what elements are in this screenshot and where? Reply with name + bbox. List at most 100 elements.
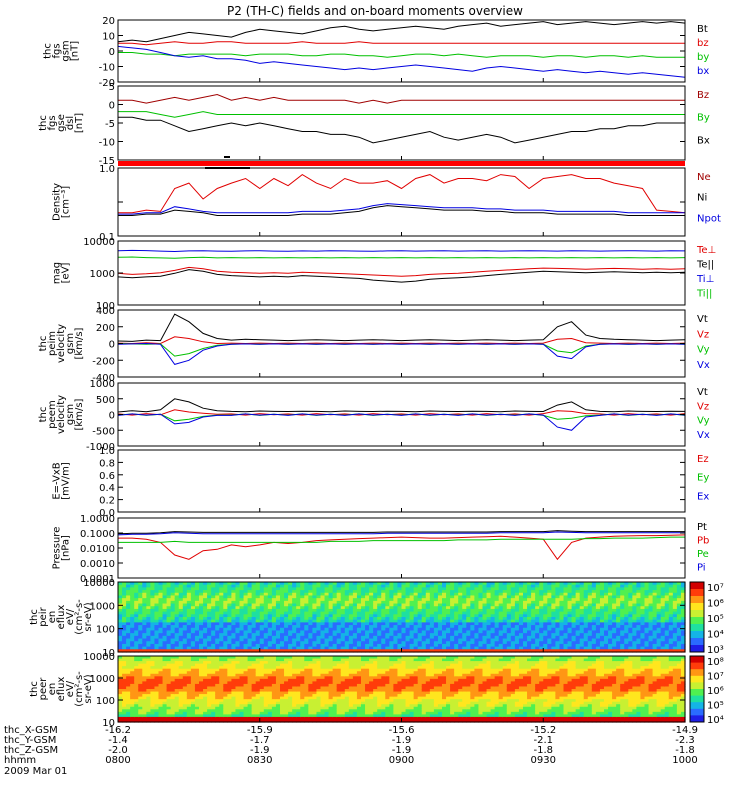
spectrogram-cell — [251, 587, 257, 591]
spectrogram-cell — [442, 630, 447, 634]
spectrogram-cell — [267, 661, 273, 665]
spectrogram-cell — [320, 584, 326, 588]
spectrogram-cell — [267, 671, 273, 675]
spectrogram-cell — [348, 630, 354, 634]
spectrogram-cell — [194, 584, 200, 588]
spectrogram-cell — [648, 649, 654, 653]
panel-frame — [117, 449, 686, 513]
spectrogram-cell — [523, 622, 528, 626]
spectrogram-cell — [166, 686, 172, 690]
spectrogram-cell — [644, 611, 650, 615]
spectrogram-cell — [186, 673, 192, 677]
spectrogram-cell — [381, 608, 386, 613]
spectrogram-cell — [134, 622, 139, 626]
spectrogram-cell — [604, 584, 609, 588]
spectrogram-cell — [393, 587, 399, 591]
spectrogram-cell — [401, 625, 407, 629]
spectrogram-cell — [648, 611, 654, 615]
legend-entry: Pt — [697, 522, 707, 533]
spectrogram-cell — [316, 590, 322, 594]
spectrogram-cell — [324, 598, 330, 602]
spectrogram-cell — [502, 619, 508, 623]
spectrogram-cell — [146, 641, 151, 645]
spectrogram-cell — [239, 598, 245, 602]
spectrogram-cell — [559, 595, 565, 599]
spectrogram-cell — [608, 630, 613, 634]
spectrogram-cell — [263, 678, 269, 682]
spectrogram-cell — [494, 595, 500, 599]
spectrogram-cell — [381, 627, 386, 632]
spectrogram-cell — [170, 714, 176, 718]
spectrogram-cell — [381, 622, 386, 626]
spectrogram-cell — [352, 638, 358, 642]
spectrogram-cell — [636, 582, 642, 586]
spectrogram-cell — [494, 608, 500, 613]
spectrogram-cell — [413, 622, 419, 626]
spectrogram-cell — [377, 635, 382, 640]
spectrogram-cell — [361, 600, 366, 605]
spectrogram-cell — [523, 619, 528, 623]
colorbar-tick-label: 10⁷ — [707, 583, 724, 594]
spectrogram-cell — [486, 592, 492, 597]
spectrogram-cell — [247, 587, 253, 591]
spectrogram-cell — [243, 719, 249, 723]
spectrogram-cell — [575, 587, 581, 591]
spectrogram-cell — [126, 656, 131, 660]
spectrogram-cell — [255, 706, 261, 710]
spectrogram-cell — [275, 666, 281, 670]
spectrogram-cell — [672, 633, 678, 637]
spectrogram-cell — [312, 646, 318, 650]
spectrogram-cell — [389, 625, 394, 629]
spectrogram-cell — [369, 619, 374, 623]
spectrogram-cell — [251, 646, 257, 650]
spectrogram-cell — [587, 619, 593, 623]
spectrogram-cell — [259, 641, 265, 645]
spectrogram-cell — [535, 633, 540, 637]
spectrogram-cell — [474, 630, 480, 634]
spectrogram-cell — [243, 625, 249, 629]
spectrogram-cell — [551, 630, 556, 634]
spectrogram-cell — [563, 649, 569, 653]
spectrogram-cell — [118, 673, 123, 677]
spectrogram-cell — [263, 641, 269, 645]
y-axis-label: [km/s] — [74, 398, 85, 430]
spectrogram-cell — [271, 673, 277, 677]
spectrogram-cell — [211, 638, 216, 642]
spectrogram-cell — [170, 638, 176, 642]
spectrogram-cell — [640, 611, 646, 615]
spectrogram-cell — [583, 625, 589, 629]
spectrogram-cell — [612, 606, 617, 610]
spectrogram-cell — [591, 627, 597, 632]
spectrogram-cell — [203, 683, 208, 688]
spectrogram-cell — [458, 630, 463, 634]
spectrogram-cell — [134, 699, 139, 703]
spectrogram-cell — [571, 606, 577, 610]
spectrogram-cell — [361, 643, 366, 648]
spectrogram-cell — [170, 603, 176, 607]
spectrogram-cell — [251, 701, 257, 705]
spectrogram-cell — [158, 696, 164, 700]
spectrogram-cell — [207, 673, 212, 677]
spectrogram-cell — [239, 633, 245, 637]
legend-entry: Vt — [697, 387, 708, 398]
spectrogram-cell — [466, 643, 471, 648]
spectrogram-cell — [275, 587, 281, 591]
spectrogram-cell — [271, 711, 277, 715]
spectrogram-cell — [304, 608, 309, 613]
spectrogram-cell — [142, 646, 147, 650]
spectrogram-cell — [510, 598, 516, 602]
spectrogram-cell — [304, 614, 309, 618]
spectrogram-cell — [454, 643, 459, 648]
spectrogram-cell — [450, 582, 455, 586]
spectrogram-cell — [247, 668, 253, 672]
spectrogram-cell — [595, 643, 601, 648]
spectrogram-cell — [648, 595, 654, 599]
spectrogram-cell — [215, 627, 220, 632]
spectrogram-cell — [377, 622, 382, 626]
spectrogram-cell — [527, 643, 532, 648]
spectrogram-cell — [158, 592, 164, 597]
spectrogram-cell — [413, 587, 419, 591]
spectrogram-cell — [458, 614, 463, 618]
spectrogram-cell — [348, 595, 354, 599]
spectrogram-cell — [628, 582, 633, 586]
